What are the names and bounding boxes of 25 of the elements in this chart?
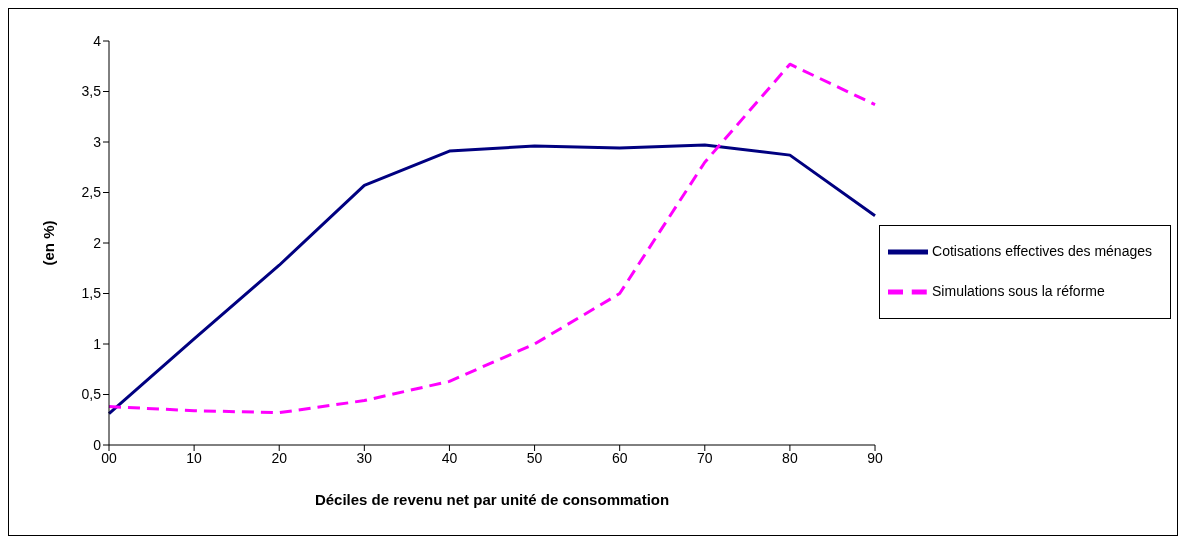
y-tick-label: 1 — [93, 335, 102, 352]
y-tick-label: 4 — [93, 32, 102, 49]
y-tick-label: 3 — [93, 133, 102, 150]
x-tick-label: 00 — [101, 449, 117, 466]
x-tick-label: 50 — [526, 449, 543, 466]
x-axis-title: Déciles de revenu net par unité de consommation — [314, 491, 670, 508]
legend-label: Simulations sous la réforme — [932, 282, 1105, 299]
x-tick-label: 40 — [441, 449, 458, 466]
x-tick-label: 30 — [356, 449, 373, 466]
x-tick-label: 80 — [782, 449, 798, 466]
x-tick-label: 70 — [697, 449, 713, 466]
legend-label: Cotisations effectives des ménages — [932, 242, 1152, 259]
y-axis-title: (en %) — [40, 220, 58, 266]
y-tick-label: 2 — [93, 234, 102, 251]
y-tick-label: 3,5 — [81, 83, 102, 100]
y-tick-label: 1,5 — [81, 285, 102, 302]
y-tick-label: 2,5 — [81, 184, 102, 201]
y-tick-label: 0 — [93, 436, 102, 453]
x-tick-label: 10 — [186, 449, 203, 466]
line-series — [107, 62, 877, 415]
y-tick-label: 0,5 — [81, 386, 102, 403]
x-tick-label: 20 — [271, 449, 288, 466]
line-series — [107, 143, 877, 416]
x-tick-label: 90 — [867, 449, 884, 466]
x-tick-label: 60 — [611, 449, 628, 466]
